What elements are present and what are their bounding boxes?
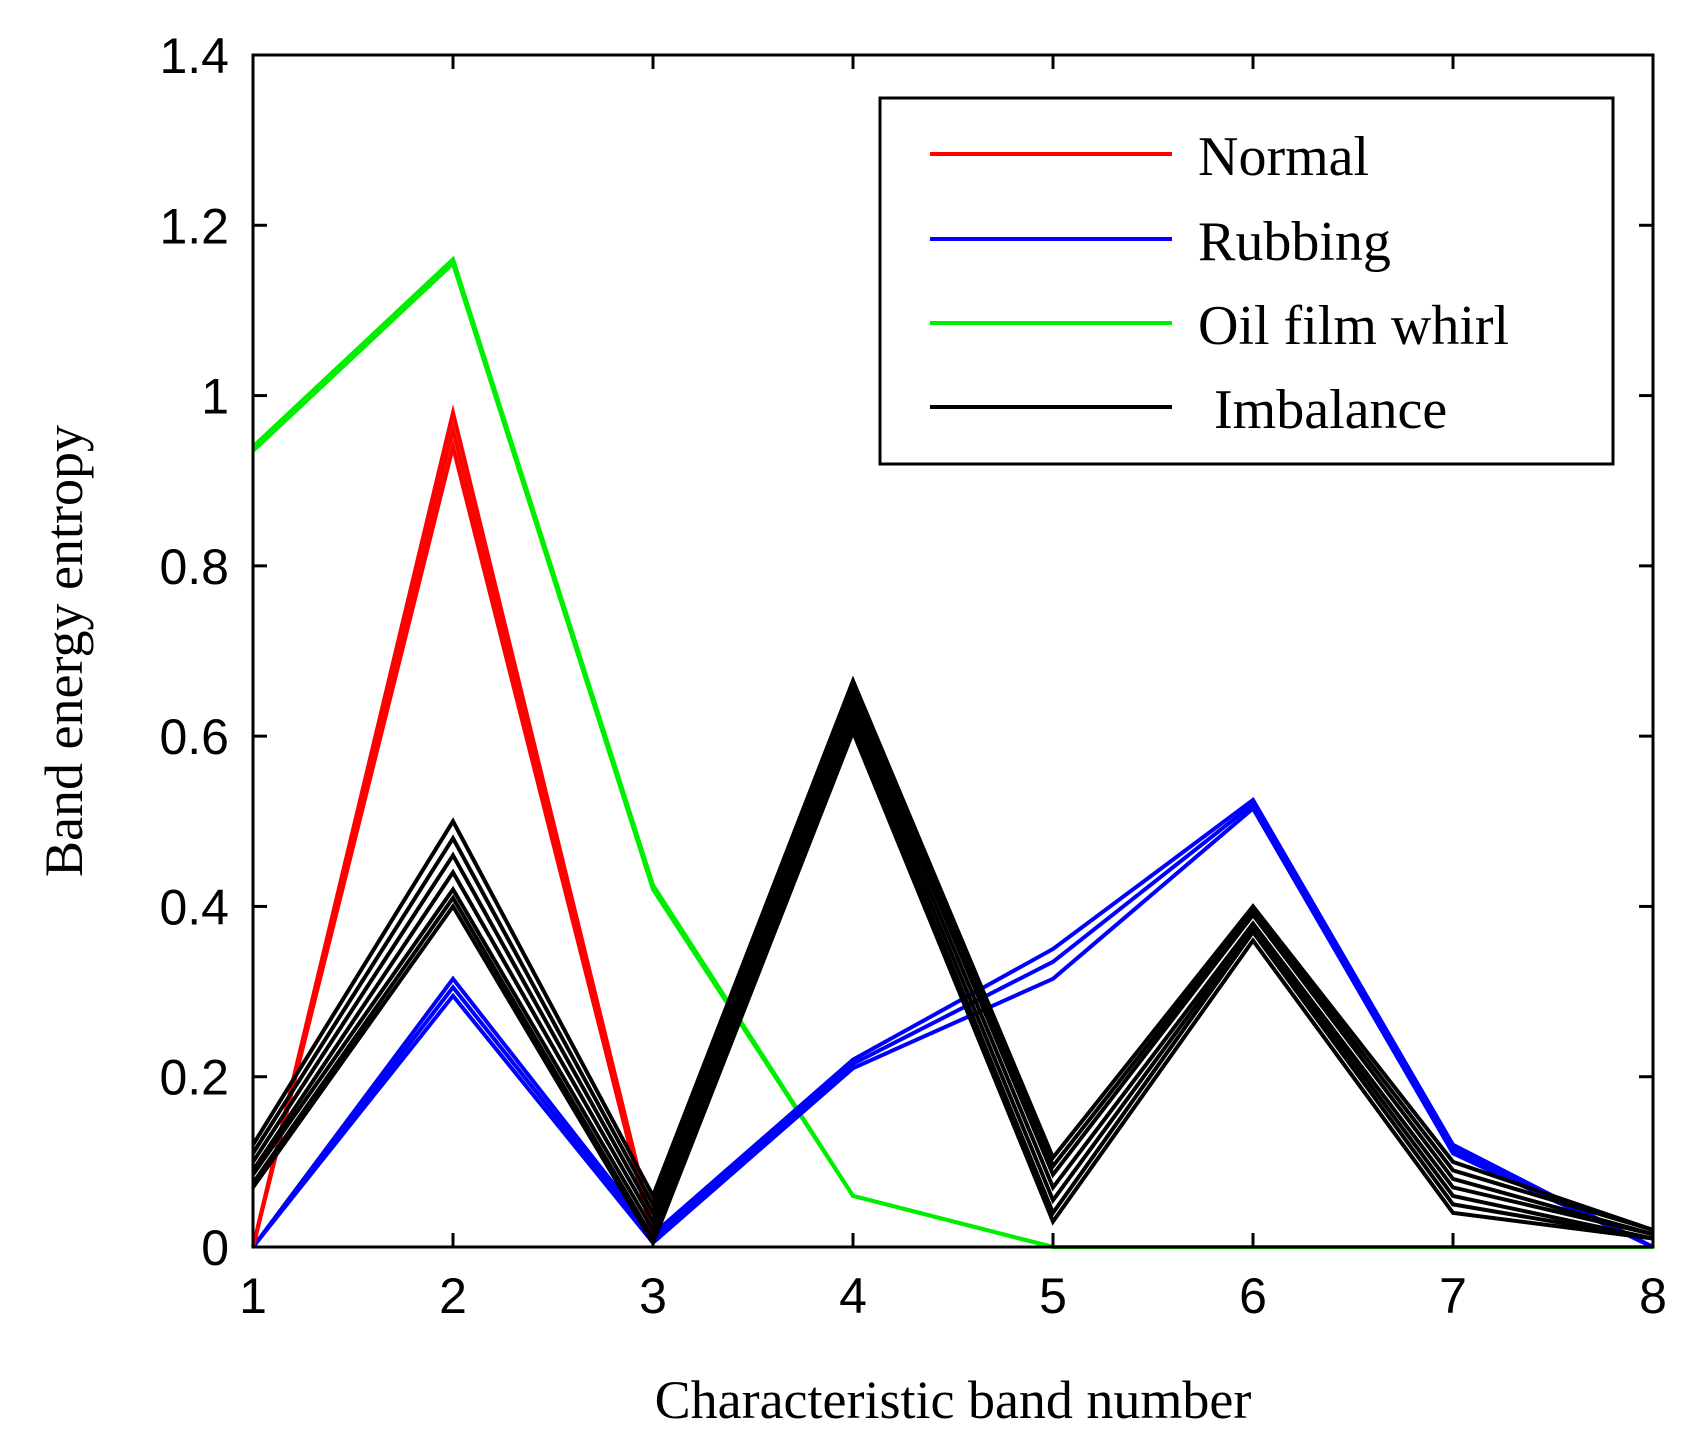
series-line-imbalance bbox=[251, 717, 1654, 1244]
legend-box bbox=[878, 96, 1615, 466]
x-tick-label: 1 bbox=[239, 1268, 267, 1324]
series-line-rubbing bbox=[251, 805, 1654, 1249]
legend-label-rubbing: Rubbing bbox=[1198, 211, 1391, 273]
series-imbalance bbox=[251, 675, 1654, 1248]
y-tick-label: 1.4 bbox=[159, 28, 229, 84]
series-rubbing bbox=[251, 797, 1654, 1249]
y-tick-labels: 0 0.2 0.4 0.6 0.8 1 1.2 1.4 bbox=[159, 28, 229, 1276]
plot-frame bbox=[251, 53, 1655, 1249]
x-tick-label: 6 bbox=[1239, 1268, 1267, 1324]
series-line-imbalance bbox=[251, 675, 1654, 1232]
legend-label-imbalance: Imbalance bbox=[1214, 379, 1447, 441]
legend-label-normal: Normal bbox=[1198, 126, 1369, 188]
series-line-imbalance bbox=[251, 726, 1654, 1248]
x-tick-labels: 1 2 3 4 5 6 7 8 bbox=[239, 1268, 1667, 1324]
series-line-rubbing bbox=[251, 797, 1654, 1249]
ticks-layer bbox=[251, 53, 1655, 1249]
y-tick-label: 0.6 bbox=[159, 709, 229, 765]
series-line-normal bbox=[251, 438, 655, 1248]
y-tick-label: 1.2 bbox=[159, 198, 229, 254]
x-tick-label: 7 bbox=[1439, 1268, 1467, 1324]
y-axis-title: Band energy entropy bbox=[34, 425, 94, 877]
series-normal bbox=[251, 404, 655, 1248]
y-tick-label: 0 bbox=[201, 1220, 229, 1276]
y-tick-label: 0.8 bbox=[159, 539, 229, 595]
x-tick-label: 5 bbox=[1039, 1268, 1067, 1324]
y-tick-label: 0.4 bbox=[159, 879, 229, 935]
x-tick-label: 2 bbox=[439, 1268, 467, 1324]
series-line-imbalance bbox=[251, 683, 1654, 1232]
series-line-imbalance bbox=[251, 700, 1654, 1237]
series-line-rubbing bbox=[251, 801, 1654, 1249]
x-tick-label: 4 bbox=[839, 1268, 867, 1324]
series-line-imbalance bbox=[251, 709, 1654, 1241]
series-line-imbalance bbox=[251, 692, 1654, 1237]
legend-label-oil-film-whirl: Oil film whirl bbox=[1198, 295, 1509, 357]
y-tick-label: 0.2 bbox=[159, 1050, 229, 1106]
x-tick-label: 3 bbox=[639, 1268, 667, 1324]
x-axis-title: Characteristic band number bbox=[655, 1370, 1252, 1430]
y-tick-label: 1 bbox=[201, 369, 229, 425]
series-layer bbox=[251, 255, 1654, 1249]
x-tick-label: 8 bbox=[1639, 1268, 1667, 1324]
legend: Normal Rubbing Oil film whirl Imbalance bbox=[878, 96, 1615, 466]
